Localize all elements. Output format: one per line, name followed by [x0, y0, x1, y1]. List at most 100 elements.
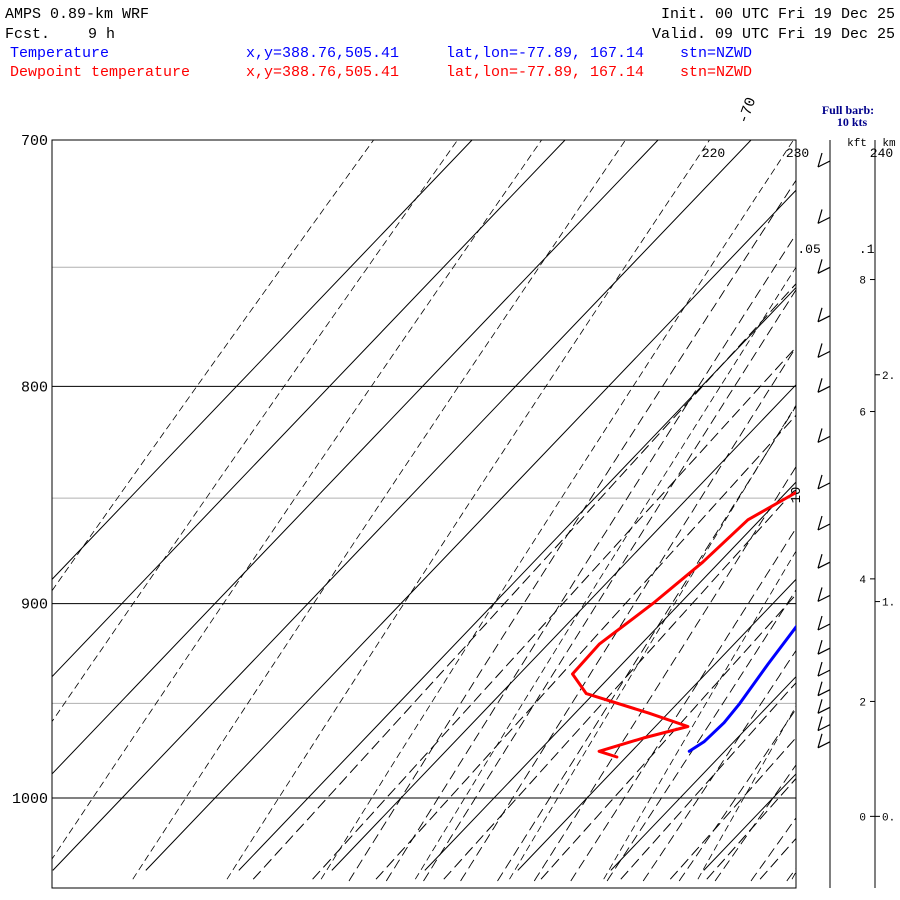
wind-barb-flag	[817, 378, 823, 393]
legend-dewpoint-name: Dewpoint temperature	[10, 64, 190, 81]
wind-barb-flag	[817, 554, 823, 569]
wind-barb-shaft	[817, 706, 831, 714]
dry-adiabat	[791, 871, 796, 880]
legend-temperature-latlon: lat,lon=-77.89, 167.14	[446, 45, 644, 62]
isotherm	[890, 140, 900, 870]
wind-barb	[817, 428, 831, 443]
temperature-label: -70	[735, 95, 760, 126]
kft-tick-label: 0	[859, 812, 866, 824]
wind-barb-shaft	[817, 741, 831, 749]
dry-adiabat	[226, 140, 710, 880]
kft-tick-label: 4	[859, 575, 866, 587]
wind-legend-line2: 10 kts	[837, 115, 868, 129]
wind-barb-flag	[817, 615, 823, 631]
wind-barb-shaft	[817, 594, 831, 602]
dry-adiabat	[52, 140, 459, 723]
legend-temperature-name: Temperature	[10, 45, 109, 62]
wind-barb-flag	[817, 661, 823, 677]
wind-barb-flag	[817, 307, 823, 322]
wind-legend-line1: Full barb:	[822, 103, 874, 117]
legend-dewpoint-latlon: lat,lon=-77.89, 167.14	[446, 64, 644, 81]
mixing-ratio-label: .1	[859, 242, 875, 257]
theta-label: 220	[702, 146, 725, 161]
wind-barb	[817, 699, 831, 714]
mixing-ratio-line	[620, 682, 796, 880]
diagram-background	[52, 124, 900, 882]
isotherm	[52, 140, 752, 871]
moist-adiabat	[348, 179, 796, 882]
mixing-ratio-label: .05	[797, 242, 820, 257]
wind-barb	[817, 209, 831, 224]
wind-barb-flag	[817, 733, 823, 748]
wind-barb-flag	[817, 640, 823, 655]
wind-barb-shaft	[817, 669, 831, 677]
init-time: Init. 00 UTC Fri 19 Dec 25	[661, 6, 895, 23]
wind-barb	[817, 474, 831, 490]
isotherm	[331, 384, 796, 871]
kft-tick-label: 8	[859, 276, 866, 288]
pressure-label-800: 800	[21, 379, 48, 396]
mixing-ratio-line	[252, 283, 796, 880]
wind-barb-flag	[817, 587, 823, 602]
legend-temperature-xy: x,y=388.76,505.41	[246, 45, 399, 62]
wind-barb	[817, 681, 831, 697]
legend-dewpoint-stn: stn=NZWD	[680, 64, 752, 81]
theta-label: 240	[870, 146, 893, 161]
dry-adiabat	[132, 140, 626, 880]
km-tick-label: 0.	[882, 812, 895, 824]
legend-temperature-stn: stn=NZWD	[680, 45, 752, 62]
wind-barb	[817, 733, 831, 749]
dry-adiabat	[603, 550, 796, 880]
km-tick-label: 1.	[882, 598, 895, 610]
wind-barb	[817, 640, 831, 655]
fcst-label: Fcst.	[5, 26, 50, 43]
wind-barb	[817, 343, 831, 358]
moist-adiabat	[385, 233, 796, 882]
wind-speed-marker: 10	[789, 487, 805, 504]
mixing-ratio-line	[669, 736, 796, 880]
wind-barb-flag	[817, 343, 823, 358]
moist-adiabat	[497, 405, 796, 882]
wind-barb	[817, 615, 831, 631]
wind-height-panel: kft km 0 2 4 6 8 0. 1. 2.	[817, 138, 896, 888]
legend-dewpoint-xy: x,y=388.76,505.41	[246, 64, 399, 81]
dry-adiabat	[886, 127, 900, 879]
theta-label: 230	[786, 146, 809, 161]
dry-adiabat	[414, 266, 796, 880]
wind-barb	[817, 716, 831, 732]
mixing-ratio-line	[540, 593, 796, 880]
wind-barb-shaft	[817, 435, 831, 443]
km-unit-label: km	[882, 138, 896, 150]
mixing-ratio-line	[706, 777, 796, 880]
wind-barb-shaft	[817, 523, 831, 531]
dry-adiabat	[697, 705, 796, 880]
kft-tick-label: 2	[859, 697, 866, 709]
wind-barb-flag	[817, 681, 823, 696]
wind-barb-shaft	[817, 266, 831, 274]
axis-labels: 7008009001000-70220230240250260270280290…	[12, 95, 893, 808]
wind-barb-shaft	[817, 216, 831, 224]
dry-adiabat	[320, 140, 794, 880]
dry-adiabat	[52, 140, 543, 860]
isotherm	[145, 189, 796, 871]
isotherm	[610, 675, 796, 871]
wind-barb	[817, 259, 831, 274]
isotherm	[52, 140, 566, 678]
wind-barb-flag	[817, 152, 823, 168]
moist-adiabat	[570, 527, 796, 882]
isotherm	[517, 578, 796, 871]
km-tick-label: 2.	[882, 371, 895, 383]
wind-barb-flag	[817, 428, 823, 443]
header: AMPS 0.89-km WRF Fcst. 9 h Init. 00 UTC …	[5, 6, 895, 81]
wind-barb-flag	[817, 699, 823, 714]
wind-barb-flag	[817, 209, 823, 224]
isotherm	[424, 481, 796, 871]
moist-adiabat	[859, 124, 900, 881]
kft-unit-label: kft	[847, 138, 867, 150]
isotherm	[52, 140, 659, 775]
wind-barb-shaft	[817, 385, 831, 393]
wind-barb-shaft	[817, 160, 831, 168]
sounding-profiles	[571, 490, 796, 759]
dry-adiabat	[509, 404, 796, 880]
